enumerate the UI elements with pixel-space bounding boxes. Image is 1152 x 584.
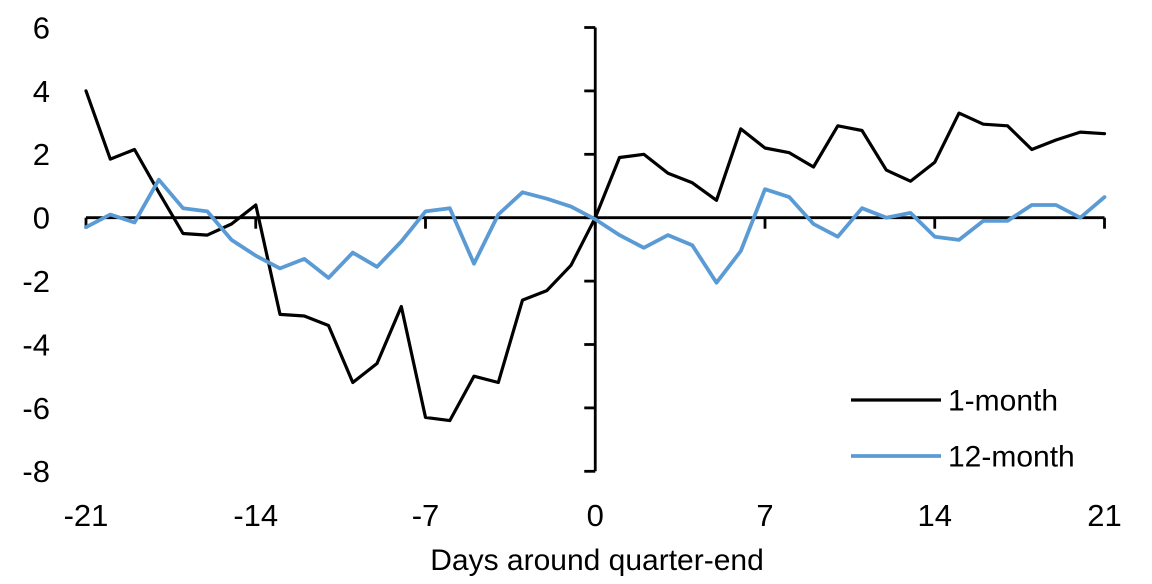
x-tick-label: -14 — [233, 498, 278, 533]
x-tick-label: 14 — [918, 498, 952, 533]
series-line-12-month — [84, 177, 1107, 285]
tick-labels: -21 -14 -7 0 7 14 21 6 4 2 0 -2 -4 -6 -8 — [22, 10, 1121, 533]
y-tick-label: 2 — [33, 137, 50, 172]
x-tick-label: -7 — [412, 498, 440, 533]
y-tick-label: -2 — [22, 264, 50, 299]
x-tick-label: 0 — [587, 498, 604, 533]
series-lines — [84, 89, 1107, 423]
legend-item-12-month: 12-month — [851, 441, 1075, 474]
y-tick-label: -4 — [22, 327, 50, 362]
x-tick-label: 7 — [756, 498, 773, 533]
x-axis-title: Days around quarter-end — [430, 544, 764, 577]
x-tick-label: 21 — [1087, 498, 1121, 533]
y-tick-label: 6 — [33, 10, 50, 45]
y-tick-label: -8 — [22, 454, 50, 489]
y-tick-label: -6 — [22, 391, 50, 426]
legend-label-12-month: 12-month — [948, 441, 1075, 474]
legend: 1-month 12-month — [851, 385, 1075, 474]
legend-item-1-month: 1-month — [851, 385, 1058, 418]
y-tick-label: 0 — [33, 201, 50, 236]
x-tick-label: -21 — [64, 498, 109, 533]
y-tick-label: 4 — [33, 74, 50, 109]
legend-label-1-month: 1-month — [948, 385, 1058, 418]
